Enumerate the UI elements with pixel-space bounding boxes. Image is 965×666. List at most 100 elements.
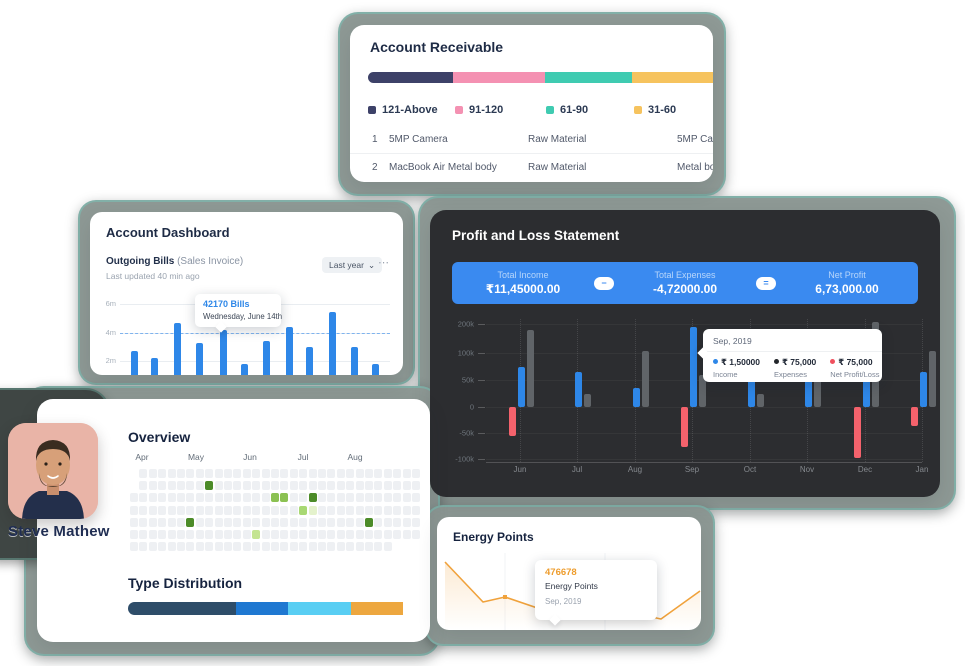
expenses-bar bbox=[929, 350, 936, 407]
heatmap-cell bbox=[177, 493, 185, 503]
heatmap-cell bbox=[393, 481, 402, 491]
heatmap-cell bbox=[365, 530, 373, 539]
energy-points-title: Energy Points bbox=[453, 530, 534, 544]
income-bar bbox=[690, 326, 697, 407]
row-number-cell: 1 bbox=[372, 133, 378, 145]
heatmap-cell bbox=[336, 493, 345, 503]
heatmap-cell bbox=[365, 505, 373, 515]
heatmap-cell bbox=[195, 517, 204, 527]
heatmap-cell bbox=[318, 517, 326, 527]
heatmap-cell bbox=[365, 469, 373, 478]
item-detail-cell: 5MP Camera bbox=[677, 133, 713, 145]
heatmap-cell bbox=[139, 469, 148, 478]
heatmap-cell bbox=[412, 530, 420, 539]
heatmap-cell bbox=[374, 530, 383, 539]
heatmap-cell bbox=[271, 530, 279, 539]
heatmap-cell bbox=[355, 530, 364, 539]
heatmap-cell bbox=[336, 505, 345, 515]
chevron-down-icon: ⌄ bbox=[367, 259, 376, 270]
heatmap-cell bbox=[383, 517, 392, 527]
user-avatar[interactable] bbox=[8, 423, 98, 519]
item-type-cell: Raw Material bbox=[528, 162, 587, 173]
chart-gridline bbox=[486, 459, 922, 460]
income-bar bbox=[863, 358, 870, 407]
legend-label: 121-Above bbox=[382, 104, 438, 116]
legend-swatch bbox=[634, 106, 642, 114]
bills-tooltip: 42170 Bills Wednesday, June 14th bbox=[195, 294, 282, 333]
heatmap-cell bbox=[214, 530, 223, 539]
minus-operator-icon: − bbox=[594, 276, 614, 290]
tooltip-entry-label: Expenses bbox=[774, 370, 807, 379]
heatmap-cell bbox=[214, 481, 223, 491]
heatmap-cell bbox=[186, 517, 195, 527]
heatmap-cell bbox=[158, 517, 167, 527]
heatmap-cell bbox=[242, 542, 251, 552]
heatmap-cell bbox=[158, 542, 167, 552]
heatmap-cell bbox=[308, 517, 317, 527]
pnl-tooltip-period: Sep, 2019 bbox=[703, 329, 882, 352]
income-bar bbox=[920, 372, 927, 407]
heatmap-cell bbox=[233, 542, 242, 552]
x-axis-label: Jul bbox=[571, 465, 583, 474]
table-row[interactable]: 2 MacBook Air Metal body Raw Material Metal… bbox=[350, 153, 713, 181]
heatmap-cell bbox=[402, 517, 411, 527]
heatmap-cell bbox=[318, 505, 326, 515]
heatmap-cell bbox=[177, 517, 185, 527]
heatmap-cell bbox=[336, 542, 345, 552]
total-expenses-stat: Total Expenses -4,72000.00 bbox=[614, 270, 756, 296]
bill-bar bbox=[151, 358, 158, 375]
range-select[interactable]: Last year ⌄ bbox=[322, 257, 383, 273]
heatmap-cell bbox=[195, 469, 204, 478]
heatmap-cell bbox=[327, 481, 336, 491]
heatmap-cell bbox=[402, 469, 411, 478]
heatmap-cell bbox=[374, 481, 383, 491]
heatmap-cell bbox=[252, 542, 261, 552]
total-income-label: Total Income bbox=[497, 270, 549, 280]
energy-tooltip-period: Sep, 2019 bbox=[545, 597, 582, 606]
bill-bar bbox=[220, 330, 227, 375]
account-receivable-card: Account Receivable 121-Above 91-120 61-90 3… bbox=[350, 25, 713, 182]
outgoing-bills-chart[interactable]: 6m 4m 2m bbox=[90, 292, 403, 375]
tooltip-entry-label: Income bbox=[713, 370, 738, 379]
type-distribution-bar[interactable] bbox=[128, 602, 403, 615]
heatmap-cell bbox=[271, 493, 279, 503]
heatmap-cell bbox=[374, 505, 383, 515]
more-menu-icon[interactable]: ⋯ bbox=[378, 257, 390, 269]
table-row[interactable]: 1 5MP Camera Raw Material 5MP Camera bbox=[350, 125, 713, 153]
profit-loss-chart[interactable]: 200k 100k 50k 0 -50k -100k Jun Jul Aug Sep Oct Nov D… bbox=[448, 314, 936, 474]
receivable-aging-bar[interactable] bbox=[368, 72, 713, 83]
heatmap-cell bbox=[327, 542, 336, 552]
sales-invoice-label: (Sales Invoice) bbox=[174, 256, 244, 267]
overview-title: Overview bbox=[128, 429, 191, 445]
heatmap-cell bbox=[299, 493, 308, 503]
heatmap-cell bbox=[233, 517, 242, 527]
legend-item: 91-120 bbox=[455, 104, 503, 116]
heatmap-cell bbox=[383, 530, 392, 539]
y-axis-tick bbox=[478, 459, 485, 460]
pnl-tooltip: Sep, 2019 ₹ 1,50000 Income ₹ 75,000 Expense… bbox=[697, 329, 882, 382]
heatmap-cell bbox=[148, 542, 157, 552]
heatmap-cell bbox=[177, 505, 185, 515]
x-axis-label: Aug bbox=[627, 465, 643, 474]
heatmap-cell bbox=[346, 493, 355, 503]
heatmap-cell bbox=[280, 481, 289, 491]
heatmap-cell bbox=[242, 493, 251, 503]
series-dot-icon bbox=[830, 359, 836, 364]
tooltip-entry-value: ₹ 75,000 bbox=[774, 357, 816, 368]
heatmap-cell bbox=[355, 469, 364, 478]
heatmap-cell bbox=[148, 517, 157, 527]
heatmap-cell bbox=[195, 530, 204, 539]
heatmap-cell bbox=[252, 493, 261, 503]
aging-bar-segment bbox=[632, 72, 713, 83]
heatmap-cell bbox=[289, 517, 298, 527]
net-profit-stat: Net Profit 6,73,000.00 bbox=[776, 270, 918, 296]
y-axis-label: 100k bbox=[457, 348, 474, 358]
tooltip-entry-value: ₹ 75,000 bbox=[830, 357, 879, 368]
heatmap-cell bbox=[205, 530, 214, 539]
heatmap-cell bbox=[224, 469, 232, 478]
legend-item: 31-60 bbox=[634, 104, 676, 116]
heatmap-cell bbox=[130, 530, 138, 539]
heatmap-cell bbox=[412, 469, 420, 478]
type-distribution-title: Type Distribution bbox=[128, 575, 243, 591]
avatar-portrait-image bbox=[8, 423, 98, 519]
